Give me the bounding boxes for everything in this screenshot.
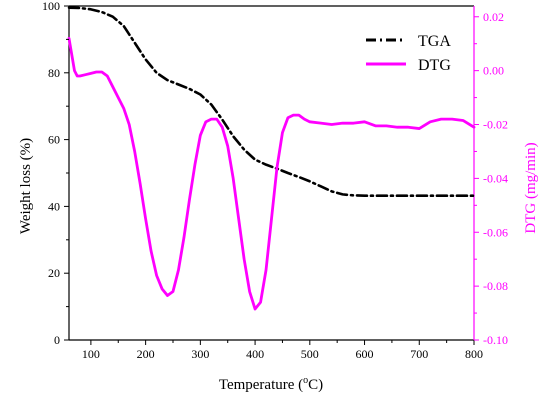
y2-tick-label: -0.10	[483, 333, 508, 347]
y-tick-label: 60	[48, 133, 60, 147]
y-tick-label: 100	[42, 0, 60, 13]
x-tick-label: 300	[191, 347, 209, 361]
y2-tick-label: -0.04	[483, 171, 508, 185]
y-axis-title: Weight loss (%)	[18, 138, 34, 234]
series-layer	[67, 6, 476, 311]
legend-label-tga: TGA	[418, 33, 451, 50]
legend: TGA DTG	[366, 33, 451, 74]
x-axis-title: Temperature (oC)	[219, 375, 323, 393]
y2-tick-label: -0.06	[483, 225, 508, 239]
y2-tick-label: 0.02	[483, 10, 504, 24]
y-tick-label: 80	[48, 66, 60, 80]
x-tick-label: 500	[301, 347, 319, 361]
y2-tick-label: 0.00	[483, 64, 504, 78]
x-tick-label: 700	[410, 347, 428, 361]
x-tick-label: 200	[137, 347, 155, 361]
y-tick-label: 40	[48, 199, 60, 213]
y-tick-label: 20	[48, 266, 60, 280]
y2-tick-label: -0.02	[483, 118, 508, 132]
y2-tick-label: -0.08	[483, 279, 508, 293]
x-tick-label: 800	[465, 347, 483, 361]
x-tick-label: 600	[356, 347, 374, 361]
legend-label-dtg: DTG	[418, 57, 451, 74]
x-tick-label: 100	[82, 347, 100, 361]
plot-frame	[68, 5, 475, 341]
series-line-tga	[67, 6, 476, 198]
y-tick-label: 0	[54, 333, 60, 347]
y2-axis-title: DTG (mg/min)	[523, 142, 539, 233]
x-tick-label: 400	[246, 347, 264, 361]
series-line-dtg	[67, 36, 476, 311]
axes-layer: 100 200 300 400 500 600 700 800 0 20 40 60 80 100 -0.1…	[42, 0, 508, 361]
